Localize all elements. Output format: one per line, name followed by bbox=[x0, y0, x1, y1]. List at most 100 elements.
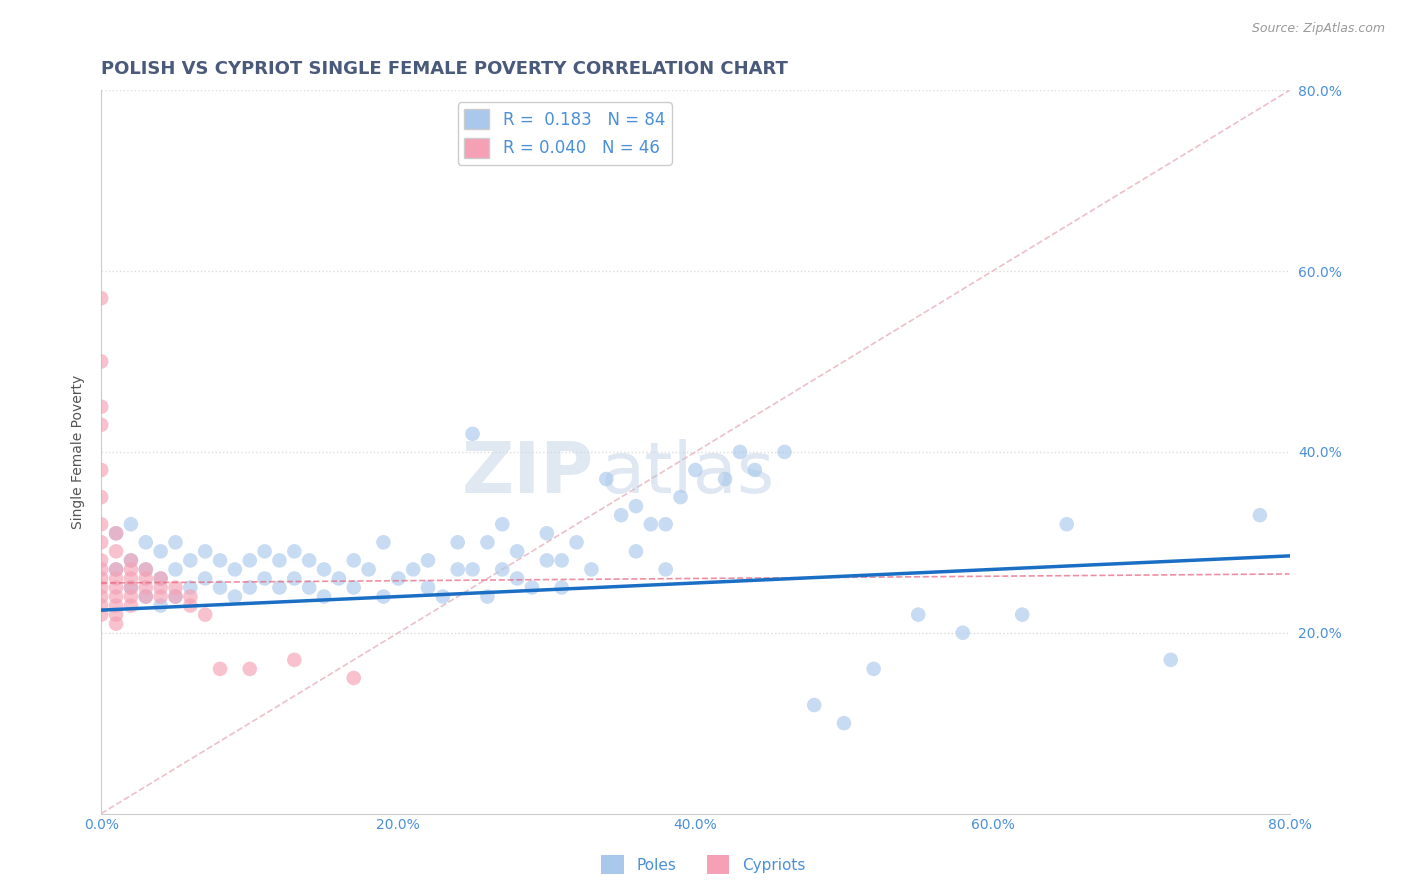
Point bbox=[90, 400, 112, 414]
Point bbox=[239, 662, 262, 676]
Point bbox=[491, 517, 513, 532]
Point bbox=[283, 544, 305, 558]
Point bbox=[120, 553, 142, 567]
Point bbox=[194, 544, 217, 558]
Point bbox=[328, 572, 350, 586]
Point bbox=[120, 517, 142, 532]
Point bbox=[477, 535, 499, 549]
Point bbox=[416, 553, 439, 567]
Legend: Poles, Cypriots: Poles, Cypriots bbox=[595, 849, 811, 880]
Point bbox=[194, 607, 217, 622]
Point bbox=[581, 562, 603, 576]
Legend: R =  0.183   N = 84, R = 0.040   N = 46: R = 0.183 N = 84, R = 0.040 N = 46 bbox=[458, 103, 672, 164]
Point bbox=[105, 616, 128, 631]
Point bbox=[209, 662, 232, 676]
Point bbox=[253, 572, 276, 586]
Y-axis label: Single Female Poverty: Single Female Poverty bbox=[72, 375, 86, 529]
Point bbox=[165, 581, 187, 595]
Point bbox=[239, 581, 262, 595]
Point bbox=[773, 445, 796, 459]
Point bbox=[298, 553, 321, 567]
Point bbox=[149, 572, 172, 586]
Point bbox=[90, 590, 112, 604]
Text: ZIP: ZIP bbox=[463, 439, 595, 508]
Point bbox=[105, 607, 128, 622]
Point bbox=[283, 653, 305, 667]
Point bbox=[610, 508, 633, 523]
Point bbox=[714, 472, 737, 486]
Point bbox=[149, 599, 172, 613]
Point bbox=[90, 354, 112, 368]
Point bbox=[669, 490, 692, 504]
Point bbox=[862, 662, 884, 676]
Point bbox=[387, 572, 409, 586]
Point bbox=[149, 544, 172, 558]
Point bbox=[447, 535, 470, 549]
Point bbox=[416, 581, 439, 595]
Point bbox=[105, 526, 128, 541]
Point bbox=[624, 544, 647, 558]
Point bbox=[461, 562, 484, 576]
Point bbox=[551, 581, 574, 595]
Point bbox=[90, 581, 112, 595]
Point bbox=[269, 553, 291, 567]
Point bbox=[728, 445, 751, 459]
Point bbox=[239, 553, 262, 567]
Point bbox=[343, 553, 366, 567]
Point bbox=[224, 590, 246, 604]
Point bbox=[135, 590, 157, 604]
Point bbox=[209, 553, 232, 567]
Point bbox=[179, 581, 201, 595]
Point bbox=[105, 544, 128, 558]
Point bbox=[803, 698, 825, 712]
Point bbox=[105, 572, 128, 586]
Point bbox=[135, 572, 157, 586]
Point bbox=[135, 562, 157, 576]
Point bbox=[253, 544, 276, 558]
Point bbox=[373, 590, 395, 604]
Point bbox=[90, 417, 112, 432]
Point bbox=[165, 562, 187, 576]
Point bbox=[105, 599, 128, 613]
Point bbox=[447, 562, 470, 576]
Point bbox=[312, 562, 335, 576]
Point bbox=[149, 590, 172, 604]
Point bbox=[135, 590, 157, 604]
Point bbox=[640, 517, 662, 532]
Point bbox=[343, 581, 366, 595]
Point bbox=[194, 572, 217, 586]
Point bbox=[1056, 517, 1078, 532]
Point bbox=[477, 590, 499, 604]
Point bbox=[907, 607, 929, 622]
Point bbox=[120, 590, 142, 604]
Point bbox=[952, 625, 974, 640]
Point bbox=[135, 581, 157, 595]
Point bbox=[624, 499, 647, 513]
Point bbox=[283, 572, 305, 586]
Point bbox=[209, 581, 232, 595]
Point bbox=[90, 572, 112, 586]
Point bbox=[165, 590, 187, 604]
Point bbox=[105, 526, 128, 541]
Point bbox=[105, 581, 128, 595]
Point bbox=[149, 572, 172, 586]
Point bbox=[90, 607, 112, 622]
Point bbox=[120, 581, 142, 595]
Point bbox=[179, 590, 201, 604]
Text: POLISH VS CYPRIOT SINGLE FEMALE POVERTY CORRELATION CHART: POLISH VS CYPRIOT SINGLE FEMALE POVERTY … bbox=[101, 60, 789, 78]
Point bbox=[90, 291, 112, 305]
Point bbox=[90, 599, 112, 613]
Point bbox=[832, 716, 855, 731]
Point bbox=[90, 562, 112, 576]
Point bbox=[654, 517, 676, 532]
Point bbox=[520, 581, 543, 595]
Point bbox=[120, 553, 142, 567]
Point bbox=[654, 562, 676, 576]
Point bbox=[312, 590, 335, 604]
Point bbox=[165, 535, 187, 549]
Point bbox=[149, 581, 172, 595]
Point bbox=[565, 535, 588, 549]
Point bbox=[536, 526, 558, 541]
Point bbox=[298, 581, 321, 595]
Point bbox=[105, 590, 128, 604]
